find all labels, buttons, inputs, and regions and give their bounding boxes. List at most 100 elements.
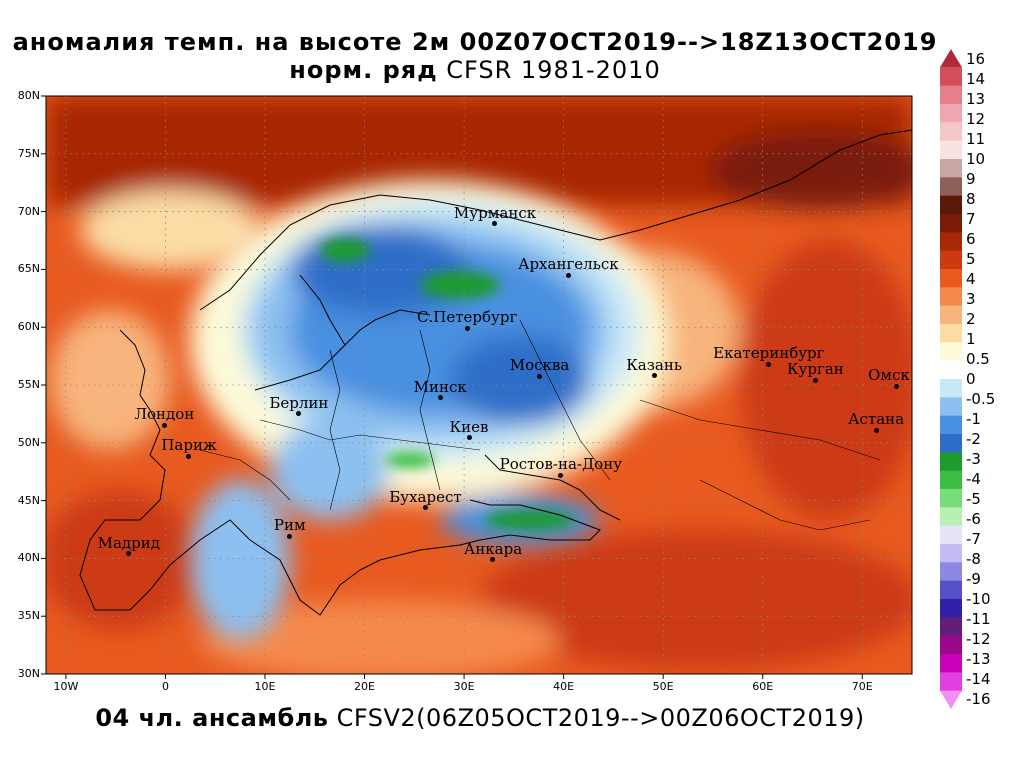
colorbar-label: -16 — [966, 690, 991, 708]
city-label: Киев — [449, 417, 489, 436]
colorbar-label: 5 — [966, 250, 976, 268]
colorbar-swatch — [940, 580, 962, 600]
lat-label: 50N — [17, 435, 40, 449]
colorbar-label: -10 — [966, 590, 991, 608]
colorbar-swatch — [940, 159, 962, 178]
colorbar-swatch — [940, 654, 962, 673]
colorbar-swatch — [940, 489, 962, 508]
lon-label: 50E — [652, 680, 674, 693]
colorbar-label: 7 — [966, 210, 976, 228]
city-marker — [558, 472, 564, 478]
colorbar-swatch — [940, 379, 962, 398]
city-marker — [287, 533, 293, 539]
colorbar-label: 13 — [966, 90, 986, 108]
colorbar-label: -1 — [966, 410, 981, 428]
very-cold-regions — [320, 238, 575, 530]
colorbar — [940, 49, 962, 709]
city-marker — [490, 557, 496, 563]
colorbar-swatch — [940, 617, 962, 637]
lat-label: 60N — [17, 320, 40, 334]
colorbar-label: 6 — [966, 230, 976, 248]
colorbar-label: 12 — [966, 110, 986, 128]
colorbar-swatch — [940, 177, 962, 197]
colorbar-label: 11 — [966, 130, 986, 148]
colorbar-swatch — [940, 49, 962, 68]
colorbar-label: -7 — [966, 530, 981, 548]
city-label: Екатеринбург — [713, 344, 825, 363]
city-label: Мадрид — [97, 533, 160, 552]
colorbar-swatch — [940, 305, 962, 325]
colorbar-swatch — [940, 434, 962, 453]
city-label: Казань — [626, 355, 683, 374]
city-marker — [161, 422, 167, 428]
title-line-2: норм. ряд CFSR 1981-2010 — [0, 56, 950, 84]
colorbar-swatch — [940, 635, 962, 655]
city-label: Лондон — [134, 405, 195, 424]
colorbar-swatch — [940, 140, 962, 160]
colorbar-label: 0.5 — [966, 350, 990, 368]
city-marker — [126, 551, 132, 557]
colorbar-swatch — [940, 544, 962, 563]
colorbar-swatch — [940, 525, 962, 545]
colorbar-label: -3 — [966, 450, 981, 468]
colorbar-label: -5 — [966, 490, 981, 508]
city-marker — [566, 272, 572, 278]
lon-label: 20E — [354, 680, 375, 693]
colorbar-swatch — [940, 269, 962, 288]
footer-members: 04 чл. ансамбль — [95, 704, 329, 732]
city-label: Астана — [848, 410, 905, 429]
colorbar-label: -4 — [966, 470, 981, 488]
colorbar-label: 2 — [966, 310, 976, 328]
colorbar-swatch — [940, 672, 962, 692]
colorbar-swatch — [940, 690, 962, 709]
city-label: Архангельск — [518, 255, 619, 274]
colorbar-swatch — [940, 122, 962, 142]
city-marker — [464, 325, 470, 331]
city-marker — [651, 373, 657, 379]
city-label: Мурманск — [453, 203, 537, 222]
colorbar-swatch — [940, 342, 962, 362]
city-label: С.Петербург — [417, 308, 518, 327]
city-label: Рим — [273, 516, 306, 535]
title-cfsr: CFSR 1981-2010 — [437, 56, 661, 84]
footer-ensemble: 04 чл. ансамбль CFSV2(06Z05OCT2019-->00Z… — [0, 704, 960, 732]
city-label: Омск — [868, 366, 910, 385]
city-label: Берлин — [269, 393, 329, 412]
colorbar-label: 3 — [966, 290, 976, 308]
colorbar-label: -12 — [966, 630, 991, 648]
city-marker — [873, 427, 879, 433]
colorbar-label: -2 — [966, 430, 981, 448]
city-label: Курган — [786, 360, 844, 379]
lon-label: 10W — [53, 680, 79, 693]
lon-label: 40E — [553, 680, 575, 693]
lat-label: 35N — [17, 609, 40, 623]
lat-label: 55N — [17, 378, 40, 391]
colorbar-label: 9 — [966, 170, 976, 188]
colorbar-swatch — [940, 287, 962, 307]
city-marker — [537, 373, 543, 379]
city-label: Минск — [413, 377, 467, 396]
colorbar-swatch — [940, 250, 962, 270]
colorbar-swatch — [940, 67, 962, 87]
city-marker — [766, 361, 772, 367]
colorbar-swatch — [940, 360, 962, 380]
city-marker — [186, 453, 192, 459]
lat-label: 30N — [17, 667, 40, 680]
lat-label: 80N — [17, 89, 40, 102]
colorbar-swatch — [940, 415, 962, 435]
lon-label: 70E — [851, 680, 873, 693]
colorbar-label: 16 — [966, 50, 986, 68]
colorbar-swatch — [940, 470, 962, 490]
colorbar-swatch — [940, 232, 962, 252]
colorbar-swatch — [940, 85, 962, 105]
anomaly-field — [46, 96, 912, 674]
city-marker — [466, 435, 472, 441]
colorbar-label: 14 — [966, 70, 986, 88]
colorbar-swatch — [940, 214, 962, 233]
city-marker — [437, 395, 443, 401]
city-marker — [812, 377, 818, 383]
cold-regions — [190, 180, 670, 640]
colorbar-label: -9 — [966, 570, 981, 588]
colorbar-label: -8 — [966, 550, 981, 568]
